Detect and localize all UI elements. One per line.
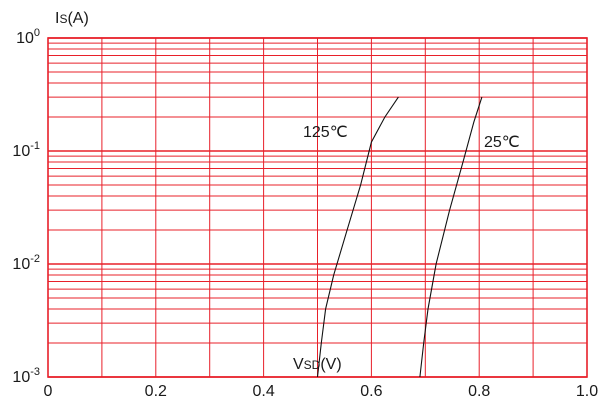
series-layer bbox=[316, 96, 483, 378]
series-line-125c bbox=[316, 96, 399, 378]
labels-layer: 0 0.2 0.4 0.6 0.8 1.0 100 10-1 10-2 10-3 IS(A) VSD(… bbox=[12, 10, 598, 400]
x-tick-label: 1.0 bbox=[576, 383, 598, 400]
grid bbox=[47, 37, 588, 378]
y-tick-label: 100 bbox=[16, 27, 40, 47]
x-axis-label: VSD(V) bbox=[293, 356, 342, 373]
y-axis-label: IS(A) bbox=[55, 10, 89, 27]
y-tick-label: 10-2 bbox=[12, 253, 40, 273]
series-label-125c: 125℃ bbox=[303, 124, 348, 141]
y-tick-label: 10-3 bbox=[12, 366, 40, 386]
x-tick-label: 0.2 bbox=[145, 383, 167, 400]
x-tick-label: 0 bbox=[44, 383, 53, 400]
y-tick-label: 10-1 bbox=[12, 140, 40, 160]
x-tick-label: 0.8 bbox=[468, 383, 490, 400]
series-label-25c: 25℃ bbox=[484, 134, 520, 151]
series-line-25c bbox=[419, 96, 483, 378]
x-tick-label: 0.6 bbox=[360, 383, 382, 400]
x-tick-label: 0.4 bbox=[252, 383, 274, 400]
